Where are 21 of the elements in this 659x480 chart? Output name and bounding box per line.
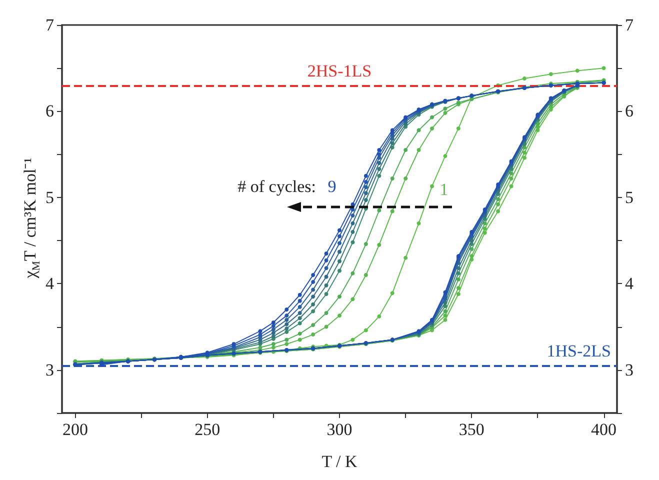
y2-tick-label: 6: [625, 102, 634, 121]
annotation: 1: [440, 180, 448, 200]
annotation: # of cycles:: [238, 177, 316, 197]
y-tick-label: 7: [46, 16, 54, 34]
x-tick-label: 350: [458, 420, 484, 439]
ref-line-label: 1HS-2LS: [546, 342, 611, 361]
ref-line-label: 2HS-1LS: [307, 61, 372, 80]
x-tick-label: 400: [591, 420, 617, 439]
x-tick-label: 250: [194, 420, 220, 439]
y2-tick-label: 5: [625, 188, 634, 207]
y-tick-label: 5: [46, 188, 54, 207]
x-axis-title: T / K: [322, 452, 358, 471]
y2-tick-label: 3: [625, 360, 634, 380]
y-tick-label: 3: [46, 360, 54, 380]
y2-tick-label: 4: [625, 274, 634, 294]
annotation: 9: [328, 177, 336, 197]
y-tick-label: 6: [46, 102, 54, 121]
y2-tick-label: 7: [625, 16, 634, 34]
x-tick-label: 200: [62, 420, 88, 439]
x-tick-label: 300: [326, 420, 352, 439]
y-tick-label: 4: [46, 274, 54, 294]
